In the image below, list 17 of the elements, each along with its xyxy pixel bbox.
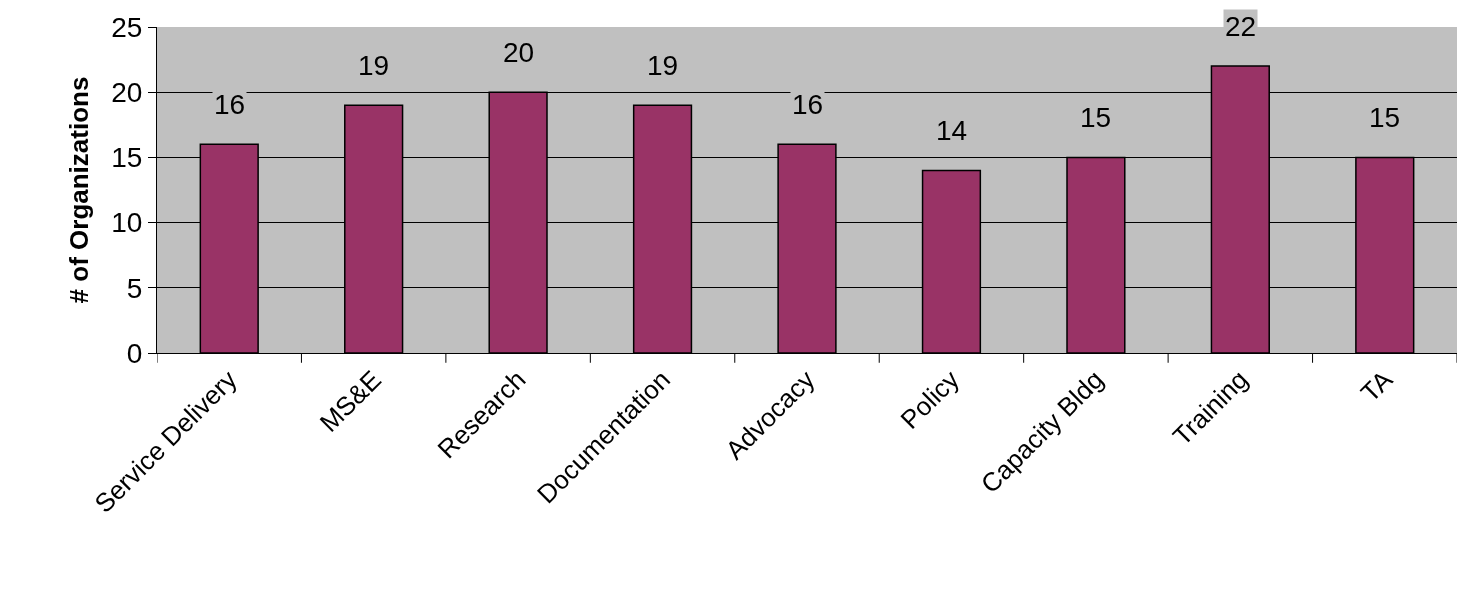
data-label: 15 <box>1080 102 1112 133</box>
data-label: 15 <box>1369 102 1401 133</box>
y-tick-label: 15 <box>111 142 143 174</box>
y-tick-label: 25 <box>111 11 143 43</box>
data-label: 22 <box>1225 11 1257 42</box>
data-label: 19 <box>647 50 679 81</box>
data-label: 14 <box>936 115 968 146</box>
data-label: 16 <box>792 89 824 120</box>
data-label: 20 <box>503 37 535 68</box>
x-tick-label: TA <box>1354 363 1399 408</box>
data-label: 19 <box>358 50 390 81</box>
y-tick-label: 20 <box>111 77 143 108</box>
y-axis-title: # of Organizations <box>63 76 94 304</box>
y-tick-label: 0 <box>126 337 143 369</box>
y-tick-label: 5 <box>126 272 143 304</box>
y-tick-label: 10 <box>111 207 143 239</box>
data-label: 16 <box>214 89 246 120</box>
